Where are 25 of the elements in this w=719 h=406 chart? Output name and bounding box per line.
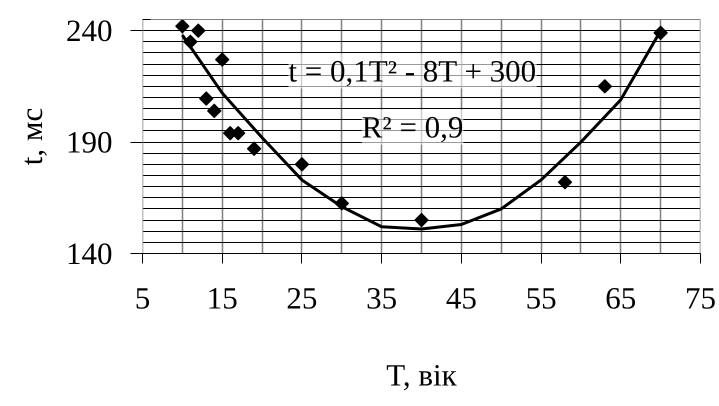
point — [598, 79, 612, 94]
x-tick-label: 55 — [526, 280, 557, 316]
x-tick-label: 45 — [446, 280, 477, 316]
point — [246, 142, 262, 156]
point — [191, 23, 206, 38]
y-tick-label: 240 — [66, 13, 112, 48]
annotation: R² = 0,9 — [362, 110, 464, 145]
annotation: t = 0,1T² - 8T + 300 — [288, 53, 536, 88]
x-tick-label: 5 — [134, 280, 150, 316]
x-tick-label: 35 — [366, 280, 398, 316]
x-tick-label: 65 — [605, 280, 636, 316]
x-tick-label: 25 — [286, 280, 318, 316]
y-tick-label: 140 — [66, 236, 112, 271]
point — [414, 212, 429, 228]
point — [294, 157, 310, 172]
y-axis-title: t, мс — [14, 108, 49, 166]
point — [207, 104, 222, 118]
point — [175, 20, 190, 34]
y-tick-label: 190 — [66, 124, 112, 160]
point — [214, 52, 230, 67]
x-tick-label: 15 — [206, 280, 238, 316]
x-tick-label: 75 — [685, 280, 716, 316]
x-axis-title: T, вік — [386, 358, 458, 392]
point — [199, 91, 214, 106]
point — [558, 174, 572, 190]
